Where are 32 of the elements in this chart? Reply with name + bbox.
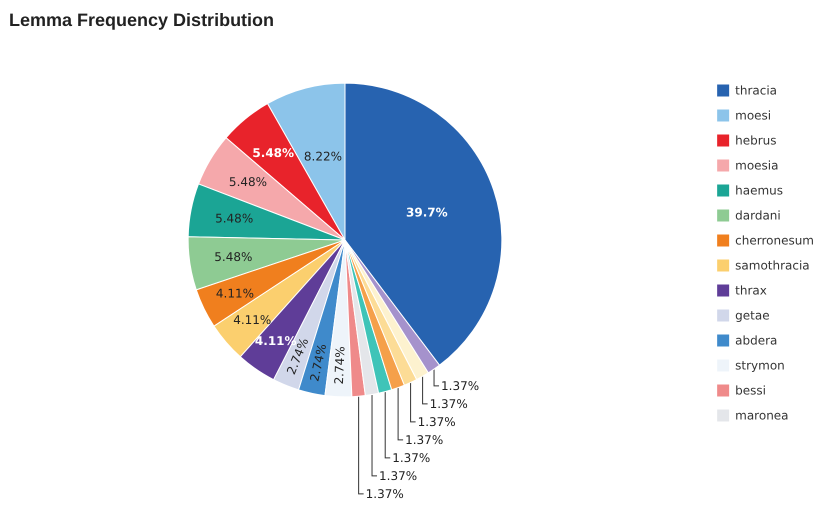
data-label: 1.37% (405, 432, 444, 447)
legend-label: moesia (735, 158, 779, 172)
legend-label: haemus (735, 184, 784, 198)
legend-label: thrax (735, 284, 767, 298)
data-label: 2.74% (332, 346, 348, 385)
legend-label: thracia (735, 84, 778, 98)
legend-label: hebrus (735, 134, 777, 148)
chart-title: Lemma Frequency Distribution (9, 10, 274, 30)
data-label: 39.7% (406, 206, 448, 220)
data-label: 4.11% (233, 312, 272, 327)
legend-label: maronea (735, 408, 789, 422)
legend-label: moesi (735, 108, 772, 122)
data-label: 2.74% (307, 342, 330, 383)
legend-label: cherronesum (735, 234, 814, 248)
data-label: 1.37% (418, 414, 456, 429)
data-label: 1.37% (366, 486, 404, 501)
data-label: 4.11% (216, 286, 254, 300)
legend-label: samothracia (735, 258, 810, 272)
data-label: 5.48% (228, 175, 268, 190)
legend-label: bessi (735, 384, 766, 398)
data-label: 1.37% (379, 468, 418, 483)
data-label: 5.48% (252, 146, 294, 160)
legend-label: strymon (735, 358, 785, 372)
data-label: 1.37% (430, 396, 468, 411)
data-label: 1.37% (392, 450, 430, 465)
legend-label: dardani (735, 208, 781, 222)
data-label: 1.37% (441, 378, 480, 393)
data-label: 5.48% (215, 211, 254, 226)
data-label: 8.22% (304, 150, 342, 164)
data-label: 5.48% (214, 250, 252, 264)
legend-label: getae (735, 308, 770, 322)
legend-label: abdera (735, 334, 778, 348)
